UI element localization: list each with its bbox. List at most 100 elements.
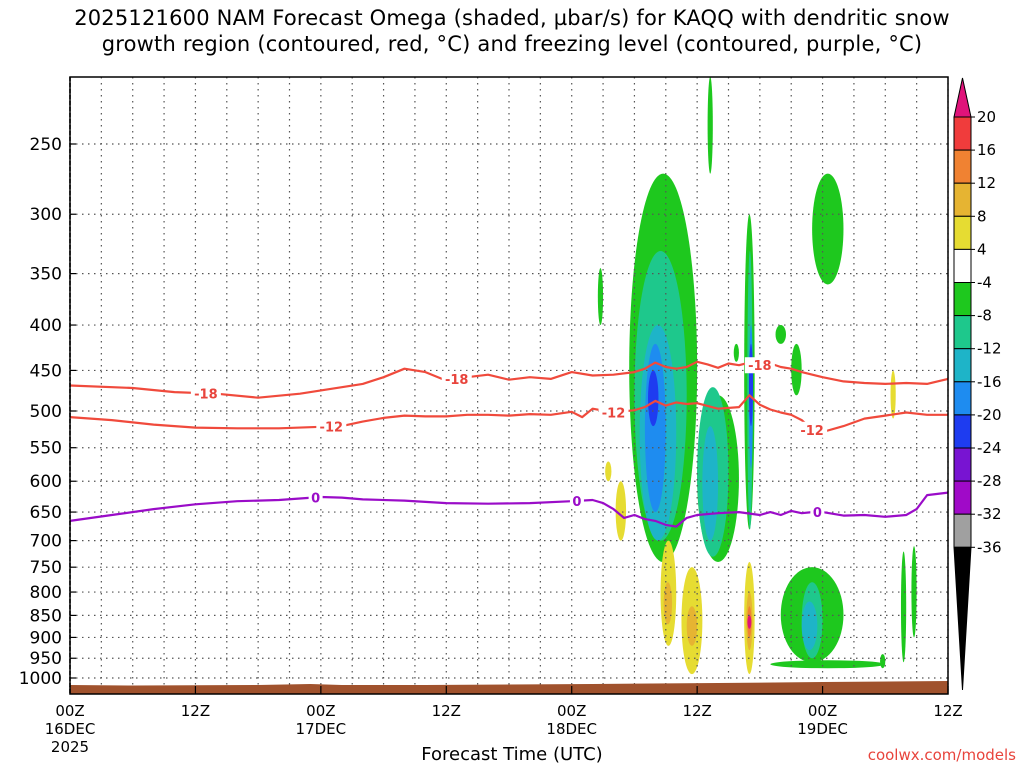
x-tick-label-6: 00Z: [808, 702, 837, 720]
omega-cell-5-1: [615, 481, 627, 541]
contour-layer: -18 -18 -18 -12 -12 -12 0 0 0: [69, 357, 949, 528]
colorbar-seg-8: [953, 381, 972, 416]
omega-cell-6-0: [663, 582, 673, 625]
omega-cell-0-4: [812, 173, 844, 285]
credit-text: coolwx.com/models: [867, 746, 1016, 764]
colorbar-label-9: -20: [977, 406, 1002, 424]
contour-label-bg--12-1: [598, 404, 629, 421]
x-tick-label-0: 00Z: [55, 702, 84, 720]
omega-cell-0-11: [880, 654, 886, 669]
x-axis-title: Forecast Time (UTC): [421, 744, 603, 765]
y-tick-label-550: 550: [30, 439, 62, 459]
x-tick-date-2: 17DEC: [296, 720, 347, 738]
y-tick-label-500: 500: [30, 402, 62, 422]
terrain-layer: [70, 681, 948, 694]
y-tick-label-1000: 1000: [19, 669, 62, 689]
colorbar-label-1: 16: [977, 141, 996, 159]
y-tick-label-300: 300: [30, 205, 62, 225]
y-tick-label-850: 850: [30, 606, 62, 626]
colorbar-label-13: -36: [977, 538, 1002, 556]
contour-label--12-2: -12: [800, 424, 824, 439]
y-tick-label-700: 700: [30, 532, 62, 552]
colorbar-seg-12: [953, 513, 972, 548]
omega-cell-0-2: [733, 343, 739, 362]
contour-label-bg--18-2: [744, 357, 775, 374]
contour-label-bg-0-0: [308, 489, 323, 506]
omega-cell-0-10: [770, 660, 886, 669]
contour-label--18-0: -18: [194, 387, 218, 402]
omega-cell-0-8: [707, 76, 713, 174]
y-tick-label-450: 450: [30, 361, 62, 381]
contour-label--18-1: -18: [445, 373, 469, 388]
contour-line--18: [69, 360, 949, 399]
colorbar-bottom-triangle: [953, 546, 972, 691]
x-tick-label-5: 12Z: [682, 702, 711, 720]
x-tick-year-0: 2025: [51, 738, 89, 756]
x-tick-date-6: 19DEC: [797, 720, 848, 738]
colorbar-seg-10: [953, 447, 972, 482]
omega-cell-0-7: [597, 268, 604, 326]
omega-cell-2-2: [801, 601, 818, 651]
y-tick-label-350: 350: [30, 265, 62, 285]
contour-label--12-0: -12: [320, 420, 344, 435]
omega-cell-0-12: [900, 551, 907, 663]
omega-cell-4-1: [748, 343, 753, 427]
colorbar-top-triangle: [953, 77, 972, 118]
x-tick-label-4: 00Z: [557, 702, 586, 720]
colorbar-label-5: -4: [977, 274, 992, 292]
omega-shading-layer: [597, 76, 917, 675]
x-tick-label-2: 00Z: [306, 702, 335, 720]
omega-cell-4-0: [648, 370, 659, 427]
colorbar-label-2: 12: [977, 174, 996, 192]
colorbar-label-7: -12: [977, 340, 1002, 358]
y-tick-label-650: 650: [30, 503, 62, 523]
chart-title-line-2: growth region (contoured, red, °C) and f…: [101, 32, 923, 56]
chart-title-line-1: 2025121600 NAM Forecast Omega (shaded, µ…: [74, 6, 950, 30]
colorbar-seg-9: [953, 414, 972, 449]
omega-cell-8-0: [747, 615, 752, 629]
omega-cell-3-0: [644, 343, 666, 513]
y-tick-label-750: 750: [30, 558, 62, 578]
contour-label-0-0: 0: [311, 491, 320, 506]
y-tick-label-950: 950: [30, 649, 62, 669]
contour-label-bg-0-2: [810, 504, 825, 521]
colorbar-seg-6: [953, 315, 972, 350]
grid-layer: [69, 77, 949, 694]
x-tick-label-7: 12Z: [933, 702, 962, 720]
contour-label--12-1: -12: [602, 407, 626, 422]
omega-cell-0-13: [911, 546, 917, 638]
colorbar-label-12: -32: [977, 505, 1002, 523]
colorbar: 20 16 12 8 4 -4 -8 -12 -16 -20 -24 -28 -32 -36: [953, 77, 1002, 691]
contour-label-bg--12-2: [797, 421, 828, 438]
x-tick-date-4: 18DEC: [546, 720, 597, 738]
colorbar-seg-11: [953, 480, 972, 515]
colorbar-seg-4: [953, 248, 972, 283]
colorbar-seg-7: [953, 348, 972, 383]
contour-label-bg--18-0: [190, 385, 221, 402]
omega-cell-6-1: [686, 606, 698, 646]
colorbar-label-11: -28: [977, 472, 1002, 490]
colorbar-label-8: -16: [977, 373, 1002, 391]
y-axis: 2503003504004505005506006507007508008509…: [19, 135, 76, 689]
omega-cell-0-5: [775, 325, 786, 344]
contour-label-0-1: 0: [572, 495, 581, 510]
contour-label-bg-0-1: [569, 492, 584, 509]
contour-line-0: [69, 491, 949, 528]
contour-label-0-2: 0: [813, 506, 822, 521]
omega-cell-5-0: [605, 461, 612, 482]
colorbar-seg-0: [953, 116, 972, 151]
colorbar-label-6: -8: [977, 307, 992, 325]
plot-frame: [69, 76, 949, 695]
colorbar-seg-3: [953, 215, 972, 250]
terrain-fill: [70, 681, 948, 694]
colorbar-seg-1: [953, 149, 972, 184]
colorbar-label-0: 20: [977, 108, 996, 126]
contour-label--18-2: -18: [748, 359, 772, 374]
y-tick-label-800: 800: [30, 583, 62, 603]
contour-label-bg--12-0: [316, 418, 347, 435]
x-tick-date-0: 16DEC: [45, 720, 96, 738]
contour-label-bg--18-1: [441, 370, 472, 387]
x-tick-label-3: 12Z: [432, 702, 461, 720]
